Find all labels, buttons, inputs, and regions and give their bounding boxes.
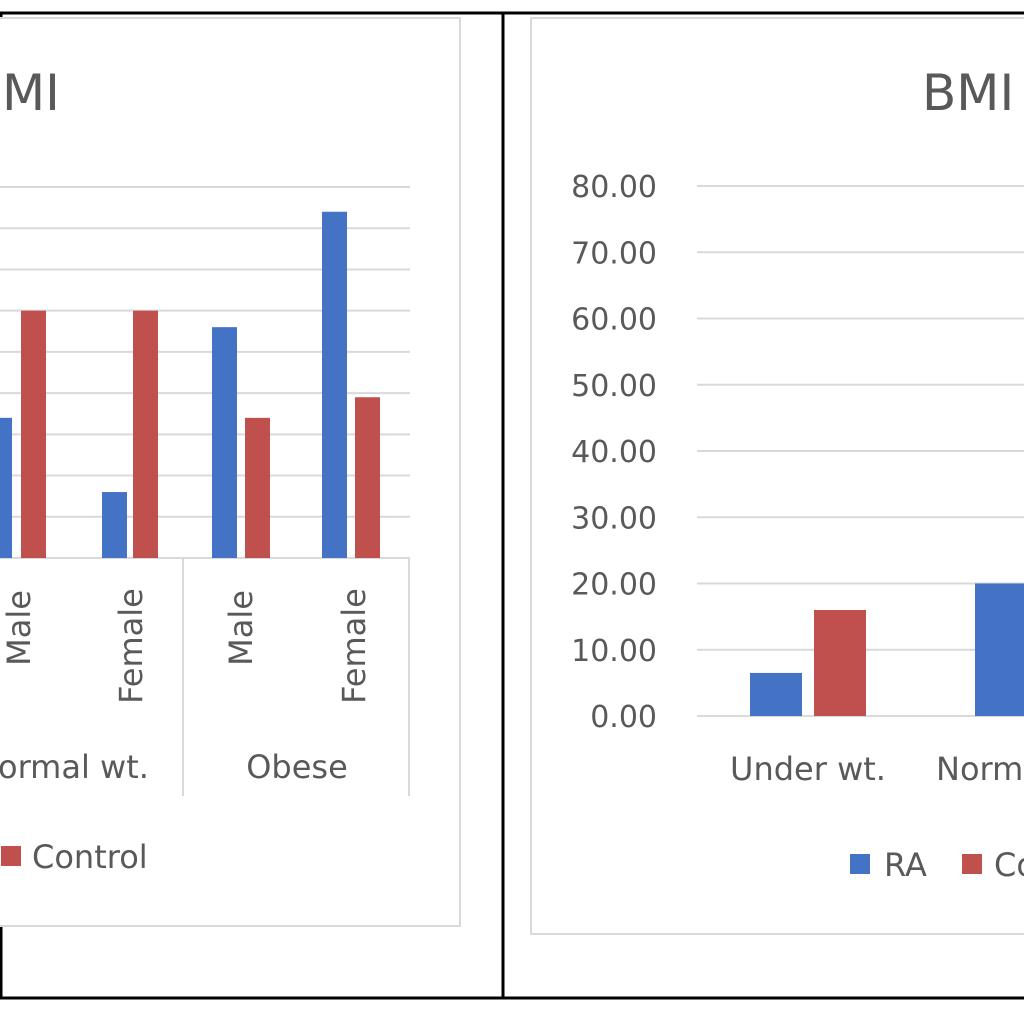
right-chart-title: BMI	[922, 64, 1014, 122]
left-bar-ra	[322, 211, 347, 558]
left-bar-control	[21, 310, 46, 558]
right-legend-control-swatch	[962, 854, 982, 874]
right-y-tick-label: 30.00	[571, 501, 657, 536]
left-tick-label-male-normal: Male	[0, 590, 38, 666]
left-bar-ra	[102, 492, 127, 558]
right-legend-control-label: Co	[994, 846, 1024, 884]
right-y-tick-label: 10.00	[571, 634, 657, 669]
right-y-tick-label: 40.00	[571, 435, 657, 470]
right-bar-ra	[750, 672, 802, 716]
right-y-tick-label: 60.00	[571, 303, 657, 338]
right-legend-ra-swatch	[850, 854, 870, 874]
left-legend-control-label: Control	[32, 838, 148, 876]
left-group-label-obese: Obese	[246, 748, 348, 786]
left-group-label-normal: ormal wt.	[0, 748, 149, 786]
left-bar-ra-partial	[0, 417, 12, 558]
right-bars	[750, 583, 1024, 716]
right-bar-ra	[975, 583, 1024, 716]
left-tick-label-male-obese: Male	[222, 590, 260, 666]
right-category-label-under: Under wt.	[730, 750, 886, 788]
right-chart-panel: BMI 0.00 10.00 20.00 30.00 40.00 50.00 60.00 70…	[530, 17, 1024, 935]
left-chart-panel: MI Male Female Male Female ormal wt. Obe…	[0, 17, 461, 927]
left-chart-title: MI	[2, 64, 60, 122]
right-y-tick-labels: 0.00 10.00 20.00 30.00 40.00 50.00 60.00 70.00 8…	[571, 170, 657, 735]
right-bar-control	[814, 610, 866, 716]
left-bar-ra	[212, 327, 237, 558]
left-bar-control	[133, 310, 158, 558]
right-y-tick-label: 70.00	[571, 236, 657, 271]
right-y-tick-label: 0.00	[590, 700, 657, 735]
right-y-tick-label: 50.00	[571, 369, 657, 404]
left-bars	[0, 211, 380, 558]
right-y-tick-label: 80.00	[571, 170, 657, 205]
right-chart-area	[530, 17, 1024, 935]
left-legend-control-swatch	[1, 846, 21, 866]
right-legend-ra-label: RA	[884, 846, 927, 884]
left-bar-control	[245, 417, 270, 558]
right-y-tick-label: 20.00	[571, 568, 657, 603]
right-category-label-normal: Norm	[936, 750, 1023, 788]
left-bar-control	[355, 397, 380, 558]
left-tick-label-female-obese: Female	[335, 588, 373, 704]
left-tick-label-female-normal: Female	[112, 588, 150, 704]
